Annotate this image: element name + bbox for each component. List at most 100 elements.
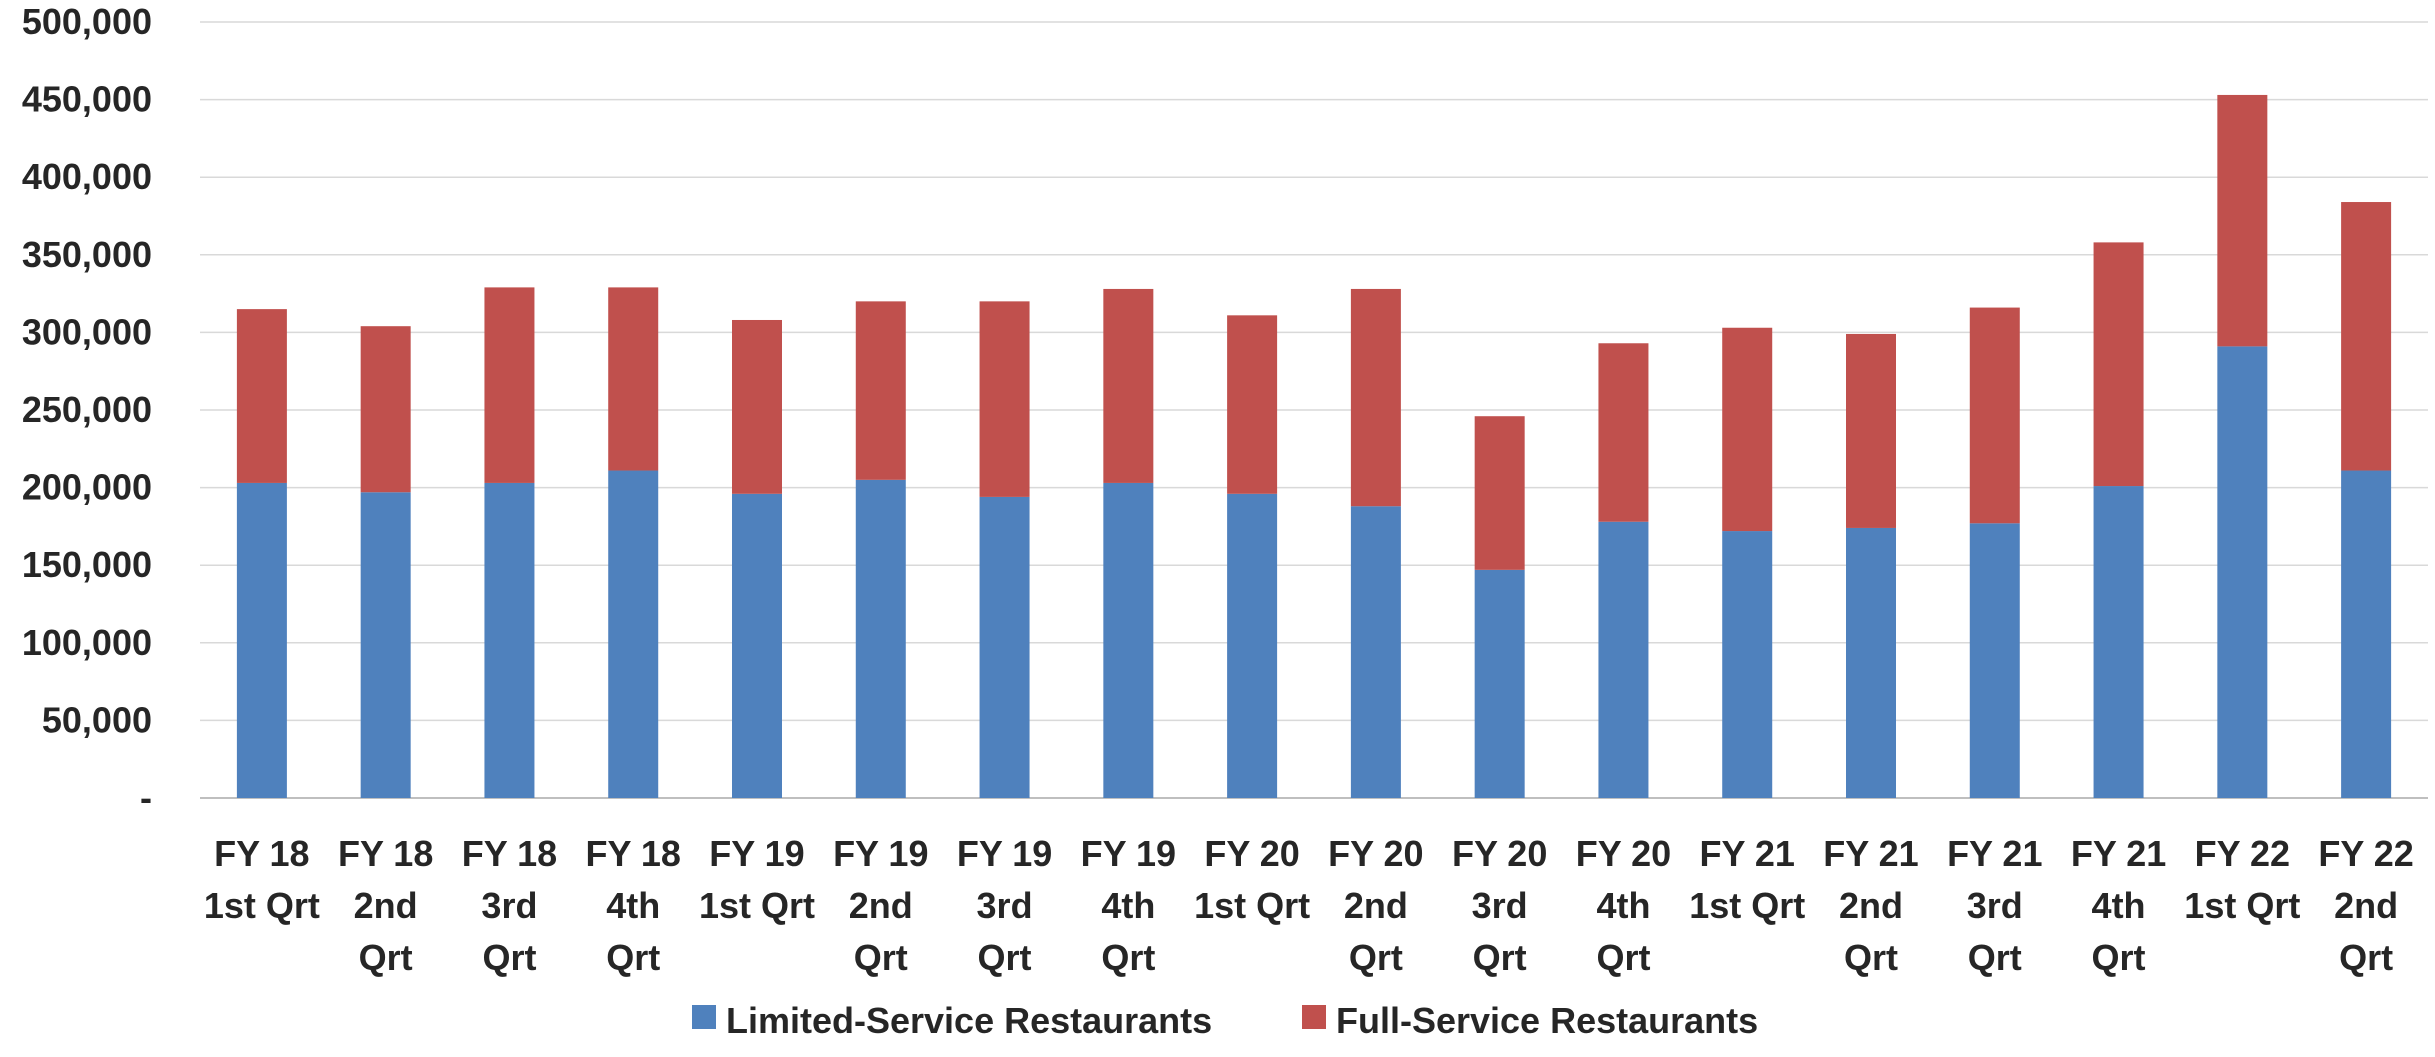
y-tick-label: 150,000 bbox=[22, 544, 152, 585]
x-tick-label: FY 18 bbox=[338, 833, 433, 874]
y-tick-label: 100,000 bbox=[22, 622, 152, 663]
x-tick-label: Qrt bbox=[1101, 937, 1155, 978]
x-tick-label: Qrt bbox=[359, 937, 413, 978]
bar-limited-service bbox=[1598, 521, 1649, 798]
x-tick-label: 2nd bbox=[1839, 885, 1903, 926]
x-tick-label: 2nd bbox=[2334, 885, 2398, 926]
bar-limited-service bbox=[1969, 523, 2020, 798]
bar-full-service bbox=[236, 309, 287, 483]
x-tick-label: FY 22 bbox=[2195, 833, 2290, 874]
y-tick-label: 200,000 bbox=[22, 467, 152, 508]
x-tick-label: FY 21 bbox=[1947, 833, 2042, 874]
x-tick-label: FY 21 bbox=[1823, 833, 1918, 874]
x-tick-label: FY 22 bbox=[2318, 833, 2413, 874]
bar-full-service bbox=[1598, 343, 1649, 522]
x-tick-label: FY 20 bbox=[1576, 833, 1671, 874]
legend-label: Limited-Service Restaurants bbox=[726, 1000, 1212, 1041]
y-tick-label: 500,000 bbox=[22, 1, 152, 42]
x-tick-label: 3rd bbox=[481, 885, 537, 926]
x-tick-label: 3rd bbox=[1967, 885, 2023, 926]
x-tick-label: FY 19 bbox=[833, 833, 928, 874]
x-tick-label: FY 21 bbox=[1700, 833, 1795, 874]
x-tick-label: FY 20 bbox=[1204, 833, 1299, 874]
bar-limited-service bbox=[2341, 470, 2392, 798]
x-tick-label: 4th bbox=[1101, 885, 1155, 926]
bars bbox=[236, 94, 2392, 798]
x-tick-label: 1st Qrt bbox=[1194, 885, 1310, 926]
y-axis: - 50,000 100,000 150,000 200,000 250,000 300,0… bbox=[22, 1, 152, 818]
bar-full-service bbox=[979, 301, 1030, 497]
legend: Limited-Service Restaurants Full-Service … bbox=[692, 1000, 1758, 1041]
bar-full-service bbox=[1969, 307, 2020, 524]
x-tick-label: FY 20 bbox=[1328, 833, 1423, 874]
bar-limited-service bbox=[1474, 569, 1525, 798]
x-tick-label: 1st Qrt bbox=[699, 885, 815, 926]
bar-full-service bbox=[1350, 288, 1401, 507]
bar-limited-service bbox=[979, 496, 1030, 798]
x-tick-label: Qrt bbox=[482, 937, 536, 978]
x-tick-label: Qrt bbox=[2092, 937, 2146, 978]
legend-label: Full-Service Restaurants bbox=[1336, 1000, 1758, 1041]
bar-limited-service bbox=[1227, 493, 1278, 798]
x-tick-label: Qrt bbox=[606, 937, 660, 978]
bar-limited-service bbox=[1722, 531, 1773, 798]
x-tick-label: 2nd bbox=[1344, 885, 1408, 926]
x-tick-label: 1st Qrt bbox=[204, 885, 320, 926]
bar-full-service bbox=[1103, 288, 1154, 483]
bar-full-service bbox=[608, 287, 659, 471]
bar-limited-service bbox=[484, 482, 535, 798]
x-tick-label: FY 18 bbox=[462, 833, 557, 874]
x-tick-label: Qrt bbox=[1596, 937, 1650, 978]
bar-full-service bbox=[2217, 94, 2268, 347]
bar-limited-service bbox=[855, 479, 906, 798]
bar-limited-service bbox=[1350, 506, 1401, 798]
bar-full-service bbox=[1722, 327, 1773, 532]
x-tick-label: 4th bbox=[2092, 885, 2146, 926]
x-tick-label: FY 19 bbox=[957, 833, 1052, 874]
bar-full-service bbox=[855, 301, 906, 480]
bar-full-service bbox=[360, 326, 411, 493]
y-tick-label: - bbox=[140, 777, 152, 818]
x-tick-label: Qrt bbox=[1968, 937, 2022, 978]
x-axis: FY 18 1st Qrt FY 18 2nd Qrt FY 18 3rd Qrt FY 18 4… bbox=[204, 833, 2414, 978]
bar-full-service bbox=[1846, 333, 1896, 528]
x-tick-label: Qrt bbox=[978, 937, 1032, 978]
y-tick-label: 250,000 bbox=[22, 389, 152, 430]
y-tick-label: 50,000 bbox=[42, 699, 152, 740]
x-tick-label: 4th bbox=[606, 885, 660, 926]
bar-full-service bbox=[732, 319, 782, 494]
x-tick-label: 3rd bbox=[1472, 885, 1528, 926]
bar-limited-service bbox=[2217, 346, 2268, 798]
y-tick-label: 350,000 bbox=[22, 234, 152, 275]
bar-full-service bbox=[2341, 202, 2392, 471]
x-tick-label: 4th bbox=[1596, 885, 1650, 926]
y-tick-label: 450,000 bbox=[22, 79, 152, 120]
bar-full-service bbox=[1227, 315, 1278, 494]
bar-full-service bbox=[484, 287, 535, 483]
bar-limited-service bbox=[2093, 486, 2144, 798]
x-tick-label: Qrt bbox=[1473, 937, 1527, 978]
x-tick-label: 1st Qrt bbox=[2184, 885, 2300, 926]
x-tick-label: FY 20 bbox=[1452, 833, 1547, 874]
gridlines bbox=[200, 21, 2428, 799]
x-tick-label: FY 18 bbox=[214, 833, 309, 874]
bar-limited-service bbox=[360, 492, 411, 798]
bar-limited-service bbox=[236, 482, 287, 798]
bar-limited-service bbox=[1846, 527, 1896, 798]
x-tick-label: Qrt bbox=[2339, 937, 2393, 978]
bar-full-service bbox=[1474, 416, 1525, 570]
bar-limited-service bbox=[608, 470, 659, 798]
bar-limited-service bbox=[1103, 482, 1154, 798]
x-tick-label: 3rd bbox=[977, 885, 1033, 926]
x-tick-label: Qrt bbox=[1349, 937, 1403, 978]
legend-swatch bbox=[1302, 1005, 1326, 1029]
x-tick-label: 2nd bbox=[354, 885, 418, 926]
y-tick-label: 400,000 bbox=[22, 156, 152, 197]
x-tick-label: 1st Qrt bbox=[1689, 885, 1805, 926]
x-tick-label: Qrt bbox=[854, 937, 908, 978]
bar-limited-service bbox=[732, 493, 782, 798]
x-tick-label: FY 21 bbox=[2071, 833, 2166, 874]
x-tick-label: FY 18 bbox=[586, 833, 681, 874]
